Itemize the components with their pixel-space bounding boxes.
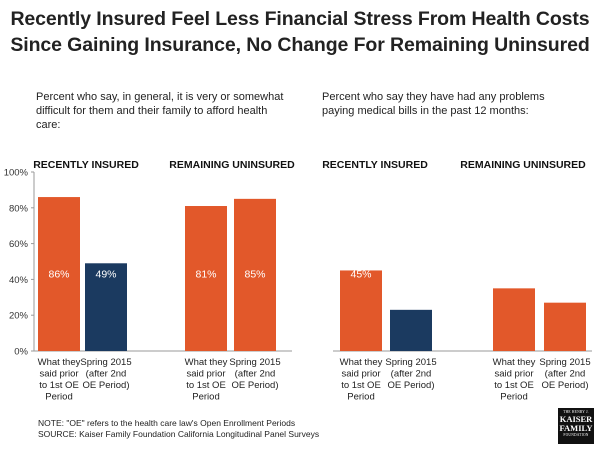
group-label: REMAINING UNINSURED [169, 159, 295, 171]
group-label: RECENTLY INSURED [322, 159, 428, 171]
footnote: NOTE: "OE" refers to the health care law… [38, 418, 296, 428]
category-label: Spring 2015 [385, 357, 436, 368]
y-tick-label: 100% [4, 168, 29, 179]
category-label: OE Period) [83, 380, 130, 391]
category-label: What they [340, 357, 383, 368]
right-chart-subtitle: Percent who say they have had any proble… [322, 91, 545, 117]
category-label: to 1st OE [186, 380, 226, 391]
category-label: to 1st OE [341, 380, 381, 391]
category-label: Spring 2015 [229, 357, 280, 368]
chart-title: Recently Insured Feel Less Financial Str… [0, 6, 600, 58]
category-label: Period [192, 392, 219, 403]
category-label: (after 2nd [545, 369, 586, 380]
category-label: What they [38, 357, 81, 368]
category-label: What they [493, 357, 536, 368]
source-note: SOURCE: Kaiser Family Foundation Califor… [38, 429, 320, 439]
bar-value-label: 35% [503, 269, 524, 281]
category-label: OE Period) [388, 380, 435, 391]
category-label: Spring 2015 [80, 357, 131, 368]
bar-before [234, 198, 276, 351]
category-label: said prior [39, 369, 78, 380]
bar-value-label: 23% [400, 269, 421, 281]
category-label: Period [500, 392, 527, 403]
left-chart-subtitle: Percent who say, in general, it is very … [36, 91, 284, 131]
category-label: OE Period) [542, 380, 589, 391]
category-label: said prior [186, 369, 225, 380]
chart-title-line1: Recently Insured Feel Less Financial Str… [10, 8, 590, 30]
bar-value-label: 49% [95, 269, 116, 281]
bar-value-label: 27% [554, 269, 575, 281]
y-tick-label: 20% [9, 311, 29, 322]
category-label: Period [45, 392, 72, 403]
group-label: REMAINING UNINSURED [460, 159, 586, 171]
bar-before [493, 288, 535, 351]
category-label: OE Period) [232, 380, 279, 391]
category-label: What they [185, 357, 228, 368]
bar-value-label: 86% [48, 269, 69, 281]
category-label: said prior [341, 369, 380, 380]
bar-value-label: 85% [244, 269, 265, 281]
category-label: said prior [494, 369, 533, 380]
y-tick-label: 40% [9, 275, 29, 286]
bar-after [85, 263, 127, 351]
category-label: Spring 2015 [539, 357, 590, 368]
chart-title-line2: Since Gaining Insurance, No Change For R… [10, 34, 590, 56]
logo-line3: FAMILY [559, 423, 593, 433]
y-tick-label: 0% [14, 347, 28, 358]
category-label: (after 2nd [391, 369, 432, 380]
bar-value-label: 45% [350, 269, 371, 281]
group-label: RECENTLY INSURED [33, 159, 139, 171]
y-tick-label: 60% [9, 239, 29, 250]
logo-line4: FOUNDATION [563, 433, 589, 437]
bar-after [390, 309, 432, 351]
category-label: Period [347, 392, 374, 403]
kff-logo: THE HENRY J. KAISER FAMILY FOUNDATION [558, 408, 594, 444]
bar-value-label: 81% [195, 269, 216, 281]
bar-before [38, 197, 80, 351]
bar-before [544, 302, 586, 351]
y-tick-label: 80% [9, 203, 29, 214]
category-label: to 1st OE [39, 380, 79, 391]
bar-before [185, 206, 227, 351]
category-label: to 1st OE [494, 380, 534, 391]
category-label: (after 2nd [86, 369, 127, 380]
logo-line2: KAISER [559, 414, 593, 424]
logo-line1: THE HENRY J. [563, 410, 589, 414]
category-label: (after 2nd [235, 369, 276, 380]
bar-before [340, 270, 382, 351]
